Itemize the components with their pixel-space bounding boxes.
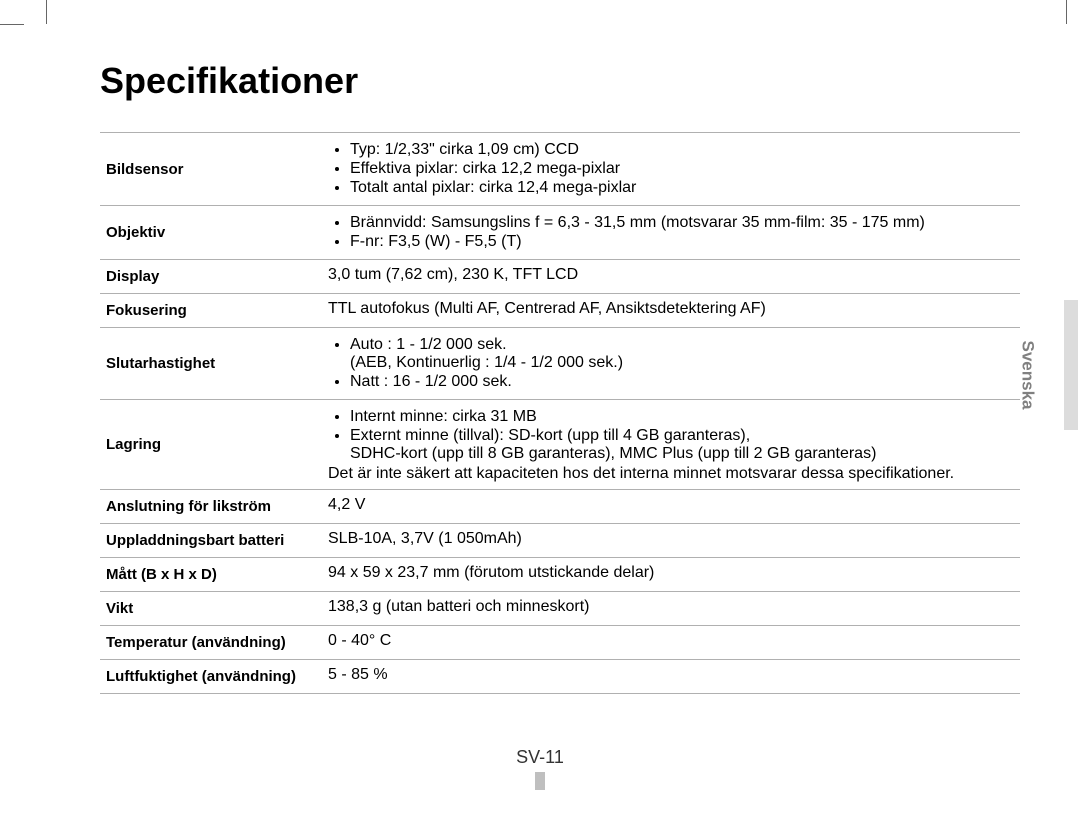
- list-item: Brännvidd: Samsungslins f = 6,3 - 31,5 m…: [350, 214, 1014, 232]
- row-label: Display: [100, 260, 322, 294]
- text: Auto : 1 - 1/2 000 sek.: [350, 336, 507, 353]
- list-item: Internt minne: cirka 31 MB: [350, 408, 1014, 426]
- table-row: Lagring Internt minne: cirka 31 MB Exter…: [100, 400, 1020, 490]
- row-value: Auto : 1 - 1/2 000 sek. (AEB, Kontinuerl…: [322, 328, 1020, 400]
- row-label: Bildsensor: [100, 133, 322, 206]
- table-row: Slutarhastighet Auto : 1 - 1/2 000 sek. …: [100, 328, 1020, 400]
- list-item: F-nr: F3,5 (W) - F5,5 (T): [350, 233, 1014, 251]
- table-row: Bildsensor Typ: 1/2,33" cirka 1,09 cm) C…: [100, 133, 1020, 206]
- row-value: 138,3 g (utan batteri och minneskort): [322, 592, 1020, 626]
- table-row: Objektiv Brännvidd: Samsungslins f = 6,3…: [100, 206, 1020, 260]
- row-label: Anslutning för likström: [100, 490, 322, 524]
- row-value: 3,0 tum (7,62 cm), 230 K, TFT LCD: [322, 260, 1020, 294]
- table-row: Display 3,0 tum (7,62 cm), 230 K, TFT LC…: [100, 260, 1020, 294]
- table-row: Fokusering TTL autofokus (Multi AF, Cent…: [100, 294, 1020, 328]
- page-number: SV-11: [516, 747, 564, 767]
- page-title: Specifikationer: [100, 60, 1020, 102]
- text: SDHC-kort (upp till 8 GB garanteras), MM…: [350, 445, 876, 462]
- table-row: Temperatur (användning) 0 - 40° C: [100, 626, 1020, 660]
- row-label: Temperatur (användning): [100, 626, 322, 660]
- text: Externt minne (tillval): SD-kort (upp ti…: [350, 427, 750, 444]
- row-value: 5 - 85 %: [322, 660, 1020, 694]
- table-row: Vikt 138,3 g (utan batteri och minneskor…: [100, 592, 1020, 626]
- footnote: Det är inte säkert att kapaciteten hos d…: [328, 465, 1014, 483]
- row-label: Vikt: [100, 592, 322, 626]
- text: (AEB, Kontinuerlig : 1/4 - 1/2 000 sek.): [350, 354, 623, 371]
- list-item: Externt minne (tillval): SD-kort (upp ti…: [350, 427, 1014, 463]
- row-label: Uppladdningsbart batteri: [100, 524, 322, 558]
- row-value: 94 x 59 x 23,7 mm (förutom utstickande d…: [322, 558, 1020, 592]
- row-label: Mått (B x H x D): [100, 558, 322, 592]
- table-row: Luftfuktighet (användning) 5 - 85 %: [100, 660, 1020, 694]
- bullet-list: Internt minne: cirka 31 MB Externt minne…: [328, 408, 1014, 463]
- page-content: Specifikationer Bildsensor Typ: 1/2,33" …: [100, 60, 1020, 694]
- table-row: Anslutning för likström 4,2 V: [100, 490, 1020, 524]
- row-label: Fokusering: [100, 294, 322, 328]
- bullet-list: Auto : 1 - 1/2 000 sek. (AEB, Kontinuerl…: [328, 336, 1014, 391]
- row-label: Luftfuktighet (användning): [100, 660, 322, 694]
- language-tab: Svenska: [1050, 300, 1078, 430]
- tab-label: Svenska: [1018, 341, 1038, 410]
- row-value: 0 - 40° C: [322, 626, 1020, 660]
- list-item: Typ: 1/2,33" cirka 1,09 cm) CCD: [350, 141, 1014, 159]
- spec-table: Bildsensor Typ: 1/2,33" cirka 1,09 cm) C…: [100, 132, 1020, 694]
- bullet-list: Brännvidd: Samsungslins f = 6,3 - 31,5 m…: [328, 214, 1014, 251]
- row-value: 4,2 V: [322, 490, 1020, 524]
- row-value: Typ: 1/2,33" cirka 1,09 cm) CCD Effektiv…: [322, 133, 1020, 206]
- list-item: Auto : 1 - 1/2 000 sek. (AEB, Kontinuerl…: [350, 336, 1014, 372]
- footer-mark: [535, 772, 545, 790]
- row-value: SLB-10A, 3,7V (1 050mAh): [322, 524, 1020, 558]
- row-value: Internt minne: cirka 31 MB Externt minne…: [322, 400, 1020, 490]
- row-label: Objektiv: [100, 206, 322, 260]
- row-value: Brännvidd: Samsungslins f = 6,3 - 31,5 m…: [322, 206, 1020, 260]
- table-row: Uppladdningsbart batteri SLB-10A, 3,7V (…: [100, 524, 1020, 558]
- page-footer: SV-11: [0, 747, 1080, 790]
- list-item: Totalt antal pixlar: cirka 12,4 mega-pix…: [350, 179, 1014, 197]
- list-item: Natt : 16 - 1/2 000 sek.: [350, 373, 1014, 391]
- table-row: Mått (B x H x D) 94 x 59 x 23,7 mm (föru…: [100, 558, 1020, 592]
- row-value: TTL autofokus (Multi AF, Centrerad AF, A…: [322, 294, 1020, 328]
- list-item: Effektiva pixlar: cirka 12,2 mega-pixlar: [350, 160, 1014, 178]
- bullet-list: Typ: 1/2,33" cirka 1,09 cm) CCD Effektiv…: [328, 141, 1014, 197]
- tab-bar: [1064, 300, 1078, 430]
- row-label: Slutarhastighet: [100, 328, 322, 400]
- row-label: Lagring: [100, 400, 322, 490]
